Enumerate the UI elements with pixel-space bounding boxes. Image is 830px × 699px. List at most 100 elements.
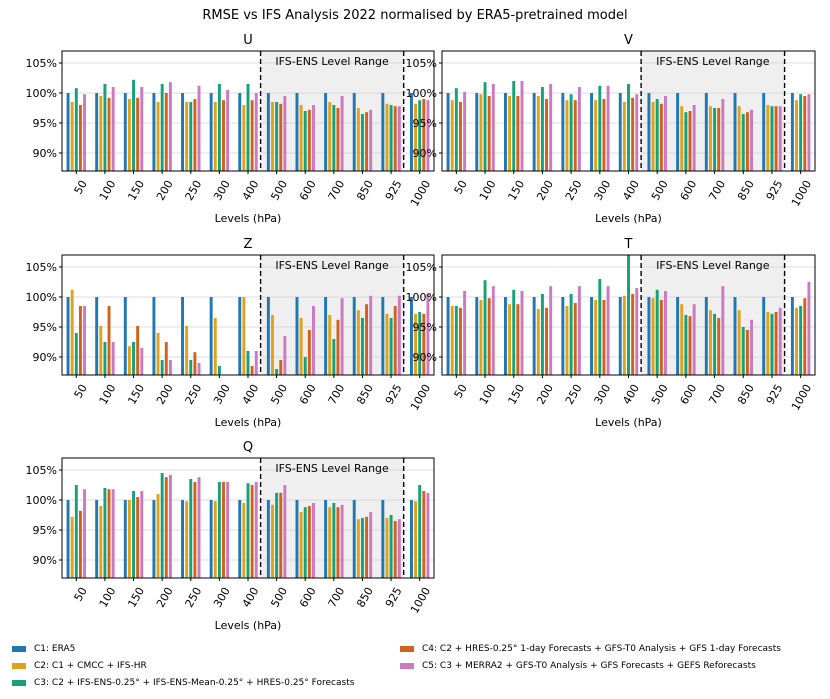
bar-c1-400: [618, 297, 622, 375]
x-tick-label: 100: [97, 585, 119, 610]
bar-c5-500: [283, 336, 287, 375]
bar-c5-100: [491, 286, 495, 375]
bar-c1-600: [295, 500, 299, 578]
legend-swatch-c5: [400, 663, 414, 669]
y-tick-label: 105%: [406, 261, 437, 274]
legend-label-c5: C5: C3 + MERRA2 + GFS-T0 Analysis + GFS …: [422, 661, 756, 671]
x-tick-label: 925: [383, 585, 405, 610]
bar-c4-400: [250, 485, 254, 578]
y-tick-label: 100%: [406, 87, 437, 100]
y-tick-label: 100%: [406, 291, 437, 304]
x-tick-label: 850: [735, 178, 757, 203]
bar-c3-50: [74, 88, 78, 171]
bar-c4-500: [279, 492, 283, 578]
bar-c3-300: [217, 482, 221, 578]
bar-c5-150: [520, 81, 524, 171]
bar-c4-1000: [422, 313, 426, 375]
bar-c2-925: [385, 518, 389, 578]
bar-c2-300: [594, 300, 598, 375]
bar-c1-50: [66, 297, 70, 375]
bar-c2-500: [271, 504, 274, 578]
bar-c2-1000: [414, 103, 418, 171]
bar-c2-50: [70, 102, 74, 171]
bar-c3-250: [189, 360, 193, 375]
bar-c4-925: [393, 521, 397, 578]
shade-label: IFS-ENS Level Range: [656, 55, 770, 68]
bar-c5-700: [721, 286, 725, 375]
bar-c5-925: [778, 106, 782, 171]
bar-c4-100: [487, 96, 491, 171]
bar-c3-100: [103, 342, 107, 375]
x-tick-label: 50: [452, 382, 470, 401]
bar-c2-850: [737, 310, 741, 375]
bar-c5-600: [312, 503, 315, 578]
y-tick-label: 90%: [413, 351, 437, 364]
bar-c5-250: [197, 363, 201, 375]
bar-c3-925: [770, 313, 774, 375]
bar-c1-300: [209, 297, 213, 375]
bar-c5-150: [140, 491, 144, 578]
bar-c2-150: [127, 346, 131, 375]
bar-c2-500: [651, 298, 655, 375]
x-tick-label: 50: [72, 585, 90, 604]
bar-c5-300: [226, 90, 230, 171]
bar-c2-50: [70, 289, 74, 375]
bar-c4-700: [336, 108, 340, 171]
bar-c5-400: [635, 94, 639, 171]
bar-c5-400: [254, 93, 258, 171]
bar-c4-250: [193, 352, 197, 375]
legend-item-c5: C5: C3 + MERRA2 + GFS-T0 Analysis + GFS …: [400, 661, 756, 671]
bar-c1-925: [381, 93, 385, 171]
bar-c2-250: [565, 100, 569, 171]
bar-c2-300: [213, 318, 217, 375]
x-tick-label: 850: [354, 178, 376, 203]
bar-c4-700: [717, 318, 721, 375]
bar-c2-850: [356, 108, 360, 171]
bar-c4-925: [393, 306, 397, 375]
bar-c2-300: [213, 501, 217, 578]
bar-c1-50: [66, 93, 70, 171]
bar-c5-400: [254, 482, 258, 578]
x-tick-label: 600: [297, 178, 319, 203]
bar-c3-50: [454, 88, 458, 171]
bar-c1-500: [266, 500, 270, 578]
bar-c5-600: [312, 105, 315, 171]
x-tick-label: 700: [706, 178, 728, 203]
bar-c5-700: [340, 96, 344, 171]
bar-c2-925: [766, 105, 770, 171]
bar-c5-200: [168, 82, 172, 171]
bar-c1-500: [647, 297, 651, 375]
x-tick-label: 300: [211, 382, 233, 407]
bar-c1-1000: [790, 297, 794, 375]
bar-c1-700: [324, 297, 328, 375]
bar-c4-400: [250, 366, 254, 375]
bar-c3-400: [627, 84, 630, 171]
bar-c1-600: [295, 297, 299, 375]
bar-c5-850: [369, 295, 373, 375]
bar-c1-300: [209, 93, 213, 171]
panel-title: U: [243, 33, 253, 48]
x-tick-label: 200: [534, 178, 556, 203]
legend-label-c2: C2: C1 + CMCC + IFS-HR: [34, 661, 147, 671]
panel-title: T: [624, 237, 633, 252]
bar-c2-700: [328, 315, 332, 375]
bar-c2-150: [127, 500, 131, 578]
bar-c2-100: [479, 300, 483, 375]
bar-c5-925: [397, 106, 401, 171]
bar-c3-1000: [418, 100, 422, 171]
bar-c2-300: [213, 102, 217, 171]
bar-c5-150: [140, 348, 144, 375]
bar-c3-100: [103, 488, 107, 578]
bar-c4-200: [545, 307, 549, 375]
bar-c1-150: [123, 500, 127, 578]
bar-c3-600: [303, 507, 307, 578]
bar-c3-925: [770, 106, 774, 171]
legend-item-c1: C1: ERA5: [12, 644, 75, 654]
panel-title: Q: [243, 440, 253, 455]
x-tick-label: 250: [183, 585, 205, 610]
chart-panels: IFS-ENS Level Range 105% 100% 95% 90% 50 100 15…: [26, 33, 816, 632]
y-tick-label: 95%: [33, 117, 57, 130]
bar-c3-150: [512, 289, 516, 375]
bar-c1-100: [95, 93, 99, 171]
bar-c2-1000: [414, 501, 418, 578]
